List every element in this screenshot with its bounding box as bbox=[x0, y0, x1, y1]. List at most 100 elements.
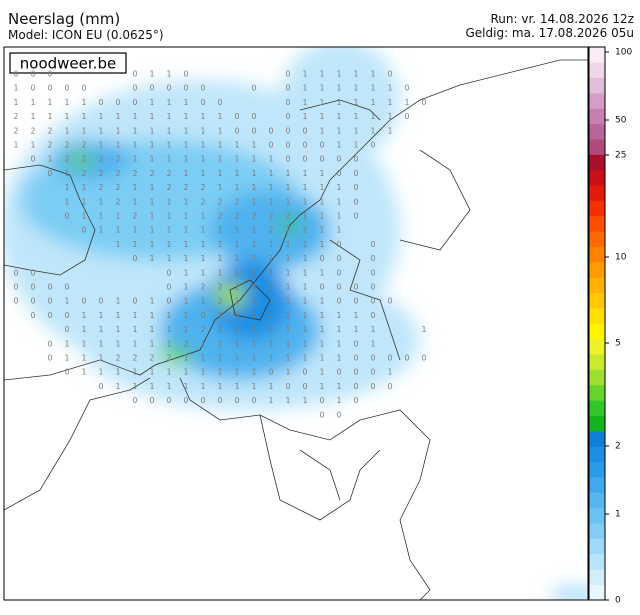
colorbar-segment bbox=[589, 477, 605, 493]
grid-value: 0 bbox=[354, 382, 359, 391]
grid-value: 1 bbox=[371, 325, 376, 334]
grid-value: 1 bbox=[201, 141, 206, 150]
grid-value: 1 bbox=[150, 155, 155, 164]
grid-value: 1 bbox=[150, 339, 155, 348]
grid-value: 1 bbox=[99, 368, 104, 377]
grid-value: 0 bbox=[14, 70, 19, 79]
grid-value: 0 bbox=[48, 339, 53, 348]
grid-value: 2 bbox=[133, 212, 138, 221]
colorbar-segment bbox=[589, 354, 605, 370]
grid-value: 1 bbox=[269, 183, 274, 192]
grid-value: 1 bbox=[337, 226, 342, 235]
grid-value: 1 bbox=[82, 368, 87, 377]
grid-value: 1 bbox=[99, 126, 104, 135]
grid-value: 1 bbox=[65, 169, 70, 178]
grid-value: 0 bbox=[167, 297, 172, 306]
colorbar-segment bbox=[589, 215, 605, 232]
grid-value: 1 bbox=[303, 311, 308, 320]
grid-value: 1 bbox=[286, 368, 291, 377]
grid-value: 0 bbox=[14, 297, 19, 306]
grid-value: 2 bbox=[48, 126, 53, 135]
grid-value: 1 bbox=[65, 354, 70, 363]
grid-value: 1 bbox=[286, 396, 291, 405]
grid-value: 0 bbox=[48, 283, 53, 292]
grid-value: 0 bbox=[286, 84, 291, 93]
grid-value: 0 bbox=[235, 396, 240, 405]
grid-value: 1 bbox=[337, 183, 342, 192]
grid-value: 1 bbox=[235, 254, 240, 263]
colorbar-label: 2 bbox=[615, 442, 621, 452]
colorbar-segment bbox=[589, 77, 605, 94]
colorbar-segment bbox=[589, 246, 605, 263]
grid-value: 0 bbox=[48, 84, 53, 93]
grid-value: 0 bbox=[422, 354, 427, 363]
colorbar-segment bbox=[589, 507, 605, 524]
grid-value: 1 bbox=[116, 112, 121, 121]
grid-value: 1 bbox=[150, 311, 155, 320]
grid-value: 1 bbox=[371, 339, 376, 348]
grid-value: 1 bbox=[99, 354, 104, 363]
grid-value: 1 bbox=[354, 311, 359, 320]
grid-value: 0 bbox=[354, 155, 359, 164]
grid-value: 1 bbox=[31, 98, 36, 107]
grid-value: 1 bbox=[201, 268, 206, 277]
grid-value: 1 bbox=[48, 112, 53, 121]
grid-value: 0 bbox=[337, 297, 342, 306]
grid-value: 1 bbox=[201, 339, 206, 348]
grid-value: 2 bbox=[82, 141, 87, 150]
grid-value: 1 bbox=[320, 226, 325, 235]
grid-value: 1 bbox=[286, 183, 291, 192]
grid-value: 1 bbox=[286, 240, 291, 249]
grid-value: 1 bbox=[133, 325, 138, 334]
colorbar-segment bbox=[589, 262, 605, 278]
grid-value: 2 bbox=[269, 212, 274, 221]
grid-value: 1 bbox=[303, 169, 308, 178]
grid-value: 1 bbox=[184, 297, 189, 306]
grid-value: 1 bbox=[133, 197, 138, 206]
grid-value: 1 bbox=[167, 339, 172, 348]
grid-value: 0 bbox=[167, 283, 172, 292]
grid-value: 1 bbox=[235, 240, 240, 249]
grid-value: 0 bbox=[184, 396, 189, 405]
grid-value: 1 bbox=[167, 141, 172, 150]
grid-value: 0 bbox=[371, 382, 376, 391]
grid-value: 1 bbox=[82, 311, 87, 320]
grid-value: 0 bbox=[31, 84, 36, 93]
grid-value: 1 bbox=[218, 169, 223, 178]
colorbar-segment bbox=[589, 169, 605, 186]
grid-value: 1 bbox=[218, 155, 223, 164]
colorbar-segment bbox=[589, 231, 605, 247]
grid-value: 0 bbox=[14, 283, 19, 292]
colorbar-frame bbox=[588, 46, 606, 601]
grid-value: 0 bbox=[82, 84, 87, 93]
grid-value: 1 bbox=[99, 325, 104, 334]
grid-value: 1 bbox=[388, 112, 393, 121]
grid-value: 1 bbox=[354, 84, 359, 93]
grid-value: 1 bbox=[201, 155, 206, 164]
grid-value: 1 bbox=[116, 311, 121, 320]
grid-value: 1 bbox=[99, 141, 104, 150]
grid-value: 1 bbox=[252, 226, 257, 235]
grid-value: 0 bbox=[252, 126, 257, 135]
grid-value: 2 bbox=[286, 212, 291, 221]
grid-value: 1 bbox=[320, 126, 325, 135]
grid-value: 1 bbox=[235, 169, 240, 178]
grid-value: 1 bbox=[354, 126, 359, 135]
grid-value: 2 bbox=[116, 354, 121, 363]
grid-value: 1 bbox=[218, 240, 223, 249]
grid-value: 1 bbox=[269, 297, 274, 306]
grid-value: 1 bbox=[150, 98, 155, 107]
grid-value: 0 bbox=[218, 396, 223, 405]
grid-value: 1 bbox=[218, 339, 223, 348]
grid-value: 1 bbox=[184, 368, 189, 377]
grid-value: 1 bbox=[337, 354, 342, 363]
grid-value: 1 bbox=[337, 141, 342, 150]
colorbar-segment bbox=[589, 492, 605, 509]
grid-value: 1 bbox=[14, 84, 19, 93]
grid-value: 1 bbox=[65, 126, 70, 135]
grid-value: 1 bbox=[388, 368, 393, 377]
grid-value: 1 bbox=[167, 325, 172, 334]
grid-value: 2 bbox=[133, 169, 138, 178]
grid-value: 1 bbox=[235, 155, 240, 164]
grid-value: 1 bbox=[133, 311, 138, 320]
